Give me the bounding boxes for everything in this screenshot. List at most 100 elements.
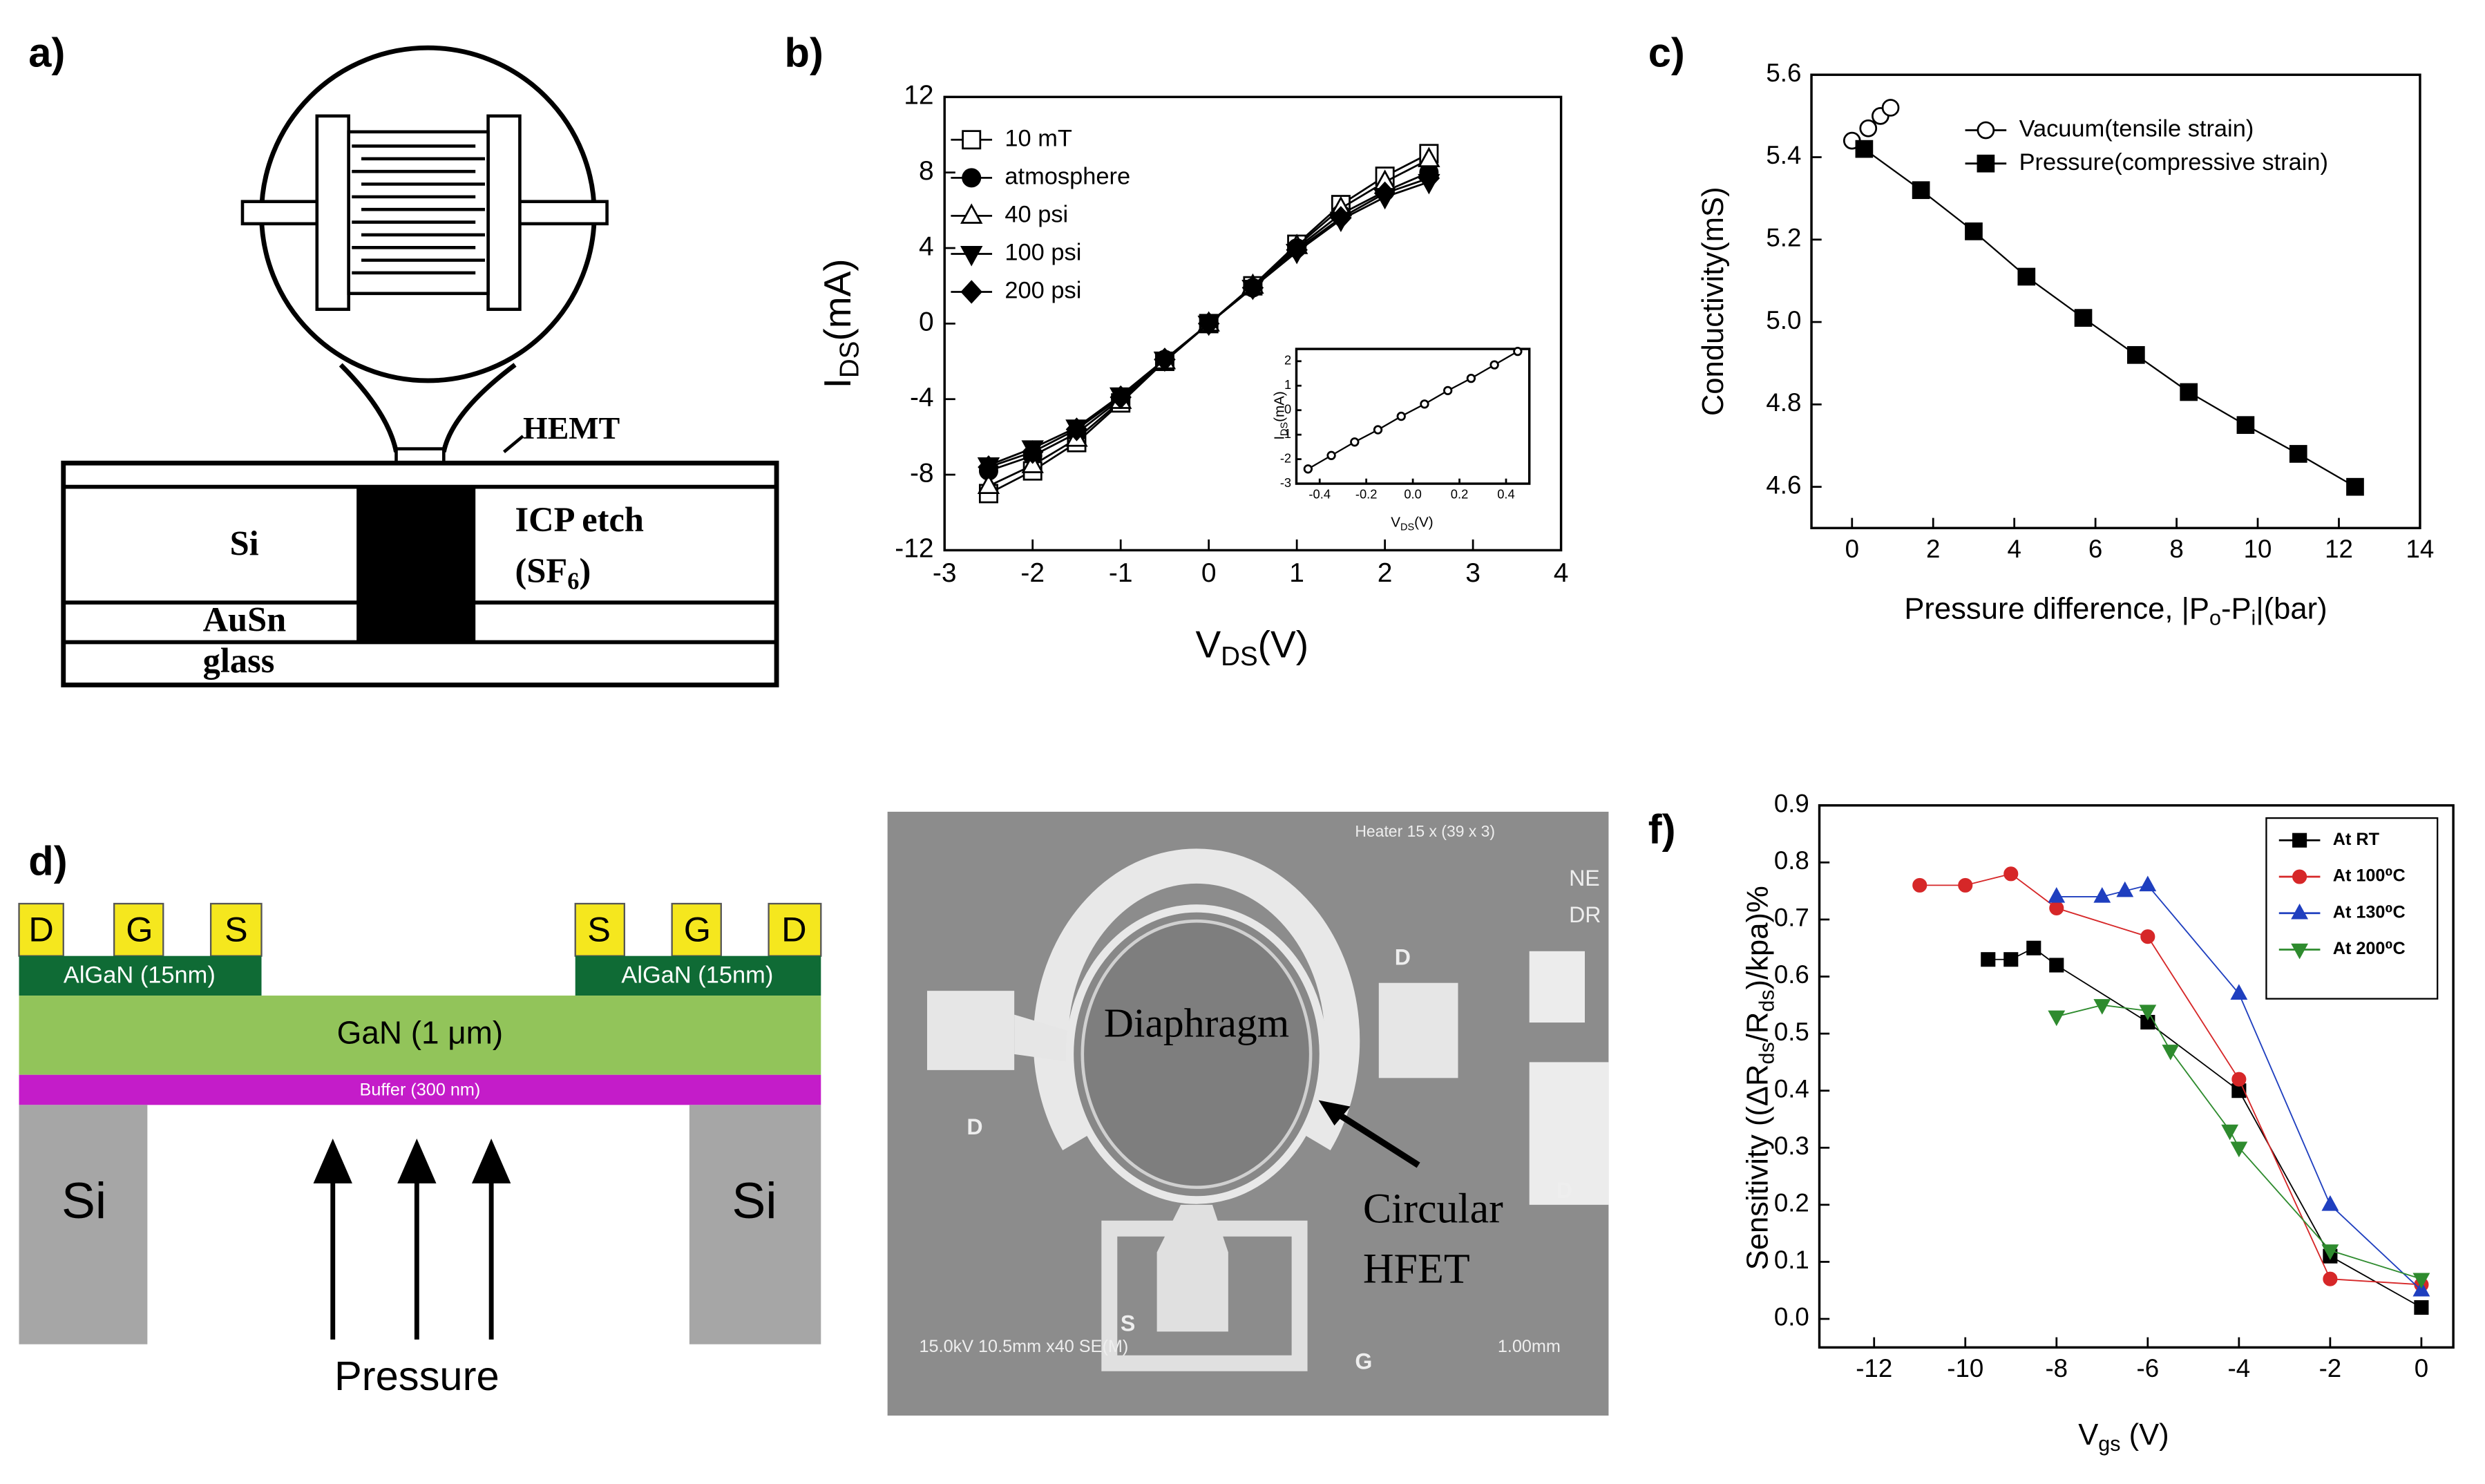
sem-text: 15.0kV 10.5mm x40 SE(M) xyxy=(920,1337,1129,1356)
marker xyxy=(2321,1244,2339,1260)
sem-text: D xyxy=(967,1114,982,1139)
finger-area xyxy=(347,130,490,296)
y-tick-label: 0.8 xyxy=(1774,846,1809,875)
x-tick-label: 10 xyxy=(2244,535,2272,563)
marker xyxy=(1881,99,1900,117)
panel-d: d) D G S S G D AlGaN (15nm) AlGaN (15nm)… xyxy=(18,837,822,1399)
marker xyxy=(960,280,982,304)
x-tick-label: 12 xyxy=(2325,535,2353,563)
legend-label: 200 psi xyxy=(1005,278,1081,304)
label: AuSn xyxy=(203,600,287,639)
pad xyxy=(1529,1062,1609,1205)
marker xyxy=(1513,346,1523,356)
y-tick-label: 0.7 xyxy=(1774,904,1809,932)
electrode xyxy=(315,114,350,312)
panel-e: e) Diaphragm Circular HFET Heater 15 x (… xyxy=(887,811,1609,1416)
marker xyxy=(2074,309,2093,327)
label: Diaphragm xyxy=(1104,1000,1289,1046)
legend-label: Vacuum(tensile strain) xyxy=(2019,116,2254,142)
y-tick-label: -4 xyxy=(910,383,934,412)
marker xyxy=(2180,383,2198,401)
si-pillar xyxy=(689,1105,821,1344)
contact-label: D xyxy=(28,910,53,949)
y-tick-label: -8 xyxy=(910,458,934,488)
x-tick-label: 14 xyxy=(2406,535,2435,563)
marker xyxy=(1855,140,1874,158)
marker xyxy=(977,473,1000,494)
y-tick-label: -12 xyxy=(895,534,933,564)
marker xyxy=(962,130,982,150)
electrode xyxy=(486,114,522,312)
x-tick-label: 0.0 xyxy=(1404,486,1422,501)
x-tick-label: 8 xyxy=(2169,535,2183,563)
contact xyxy=(113,902,164,957)
marker xyxy=(2292,833,2307,848)
marker xyxy=(2412,1273,2430,1289)
y-axis-label: Sensitivity ((ΔRds/Rds)/kpa)% xyxy=(1741,886,1779,1270)
panel-label: c) xyxy=(1648,29,1685,75)
legend-box xyxy=(2265,817,2439,1000)
axis-label-part: /R xyxy=(1741,1012,1774,1043)
marker xyxy=(2127,345,2145,364)
axis-label-part: (V) xyxy=(1414,515,1434,531)
y-tick-label: 12 xyxy=(904,81,933,111)
marker xyxy=(2140,929,2155,944)
contact xyxy=(768,902,822,957)
axis-label-part: |(bar) xyxy=(2256,592,2327,625)
y-tick-label: 0.2 xyxy=(1774,1189,1809,1217)
contact-labels: D G S S G D xyxy=(28,910,806,949)
algan-layer xyxy=(575,955,821,996)
marker xyxy=(1303,464,1313,474)
label: Si xyxy=(230,524,259,562)
marker xyxy=(2048,887,2066,903)
pressure-label: Pressure xyxy=(334,1353,499,1399)
axis-label-part: V xyxy=(1195,622,1221,665)
label: HEMT xyxy=(523,410,620,446)
label: ICP etch xyxy=(515,500,644,539)
legend-label: 10 mT xyxy=(1005,125,1072,151)
legend-label: At 200⁰C xyxy=(2333,939,2406,958)
label-part: ) xyxy=(579,551,591,589)
series-line xyxy=(1919,873,2421,1286)
marker xyxy=(1965,222,1983,240)
y-tick-label: 0.0 xyxy=(1774,1303,1809,1331)
marker xyxy=(1326,450,1336,460)
axis-label-part: DS xyxy=(1279,422,1291,436)
axis-label-part: (V) xyxy=(2121,1418,2169,1451)
marker xyxy=(978,455,1000,479)
layer-label: GaN (1 μm) xyxy=(337,1015,504,1051)
contact-label: G xyxy=(684,910,711,949)
axis-label-part: -P xyxy=(2221,592,2251,625)
marker xyxy=(2289,445,2307,463)
axis-label-part: ds xyxy=(1755,989,1778,1011)
y-tick-label: -1 xyxy=(1280,426,1291,441)
sem-text: NE xyxy=(1569,866,1600,891)
marker xyxy=(1110,385,1132,410)
x-tick-label: -0.4 xyxy=(1308,486,1331,501)
x-tick-label: 0.2 xyxy=(1451,486,1469,501)
y-tick-label: 5.2 xyxy=(1766,223,1801,251)
funnel xyxy=(339,363,517,453)
marker xyxy=(2026,940,2041,955)
marker xyxy=(1286,238,1308,262)
label: HFET xyxy=(1363,1246,1470,1293)
y-tick-label: 0 xyxy=(1284,402,1291,417)
marker xyxy=(2139,1005,2157,1020)
legend-label: Pressure(compressive strain) xyxy=(2019,149,2328,175)
marker xyxy=(2414,1300,2429,1315)
y-tick-label: 4.6 xyxy=(1766,470,1801,499)
legend-label: 100 psi xyxy=(1005,240,1081,266)
contact-label: S xyxy=(225,910,248,949)
marker xyxy=(2093,999,2111,1015)
x-axis-label: Pressure difference, |Po-Pi|(bar) xyxy=(1904,592,2327,630)
marker xyxy=(1977,154,1995,173)
marker xyxy=(2230,1141,2248,1158)
x-tick-label: -12 xyxy=(1856,1354,1892,1382)
axis-label-part: (mA) xyxy=(815,258,858,341)
y-tick-label: 5.0 xyxy=(1766,306,1801,334)
axis-label-part: Sensitivity ((ΔR xyxy=(1741,1064,1774,1270)
x-tick-label: 1 xyxy=(1289,558,1304,588)
marker xyxy=(960,203,983,224)
axis-label-part: Pressure difference, |P xyxy=(1904,592,2209,625)
